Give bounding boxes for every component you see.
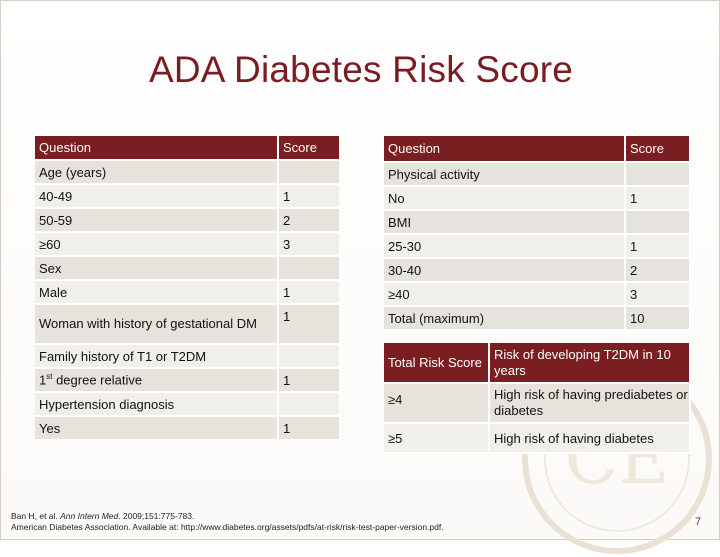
row-question: Hypertension diagnosis — [35, 392, 279, 417]
right-score-table: Question Score Physical activity No 1 BM… — [384, 136, 691, 331]
row-score: 2 — [625, 258, 691, 283]
row-score: 3 — [625, 282, 691, 307]
row-score — [278, 160, 341, 185]
row-score: 1 — [278, 304, 341, 345]
row-question: Physical activity — [384, 162, 626, 187]
row-question: No — [384, 186, 626, 211]
row-question: ≥60 — [35, 232, 279, 257]
risk-level-table: Total Risk Score Risk of developing T2DM… — [384, 343, 691, 454]
row-score: 1 — [278, 280, 341, 305]
left-score-table: Question Score Age (years) 40-49 1 50-59… — [35, 136, 341, 441]
row-score: 2 — [278, 208, 341, 233]
slide-title: ADA Diabetes Risk Score — [148, 49, 574, 90]
row-question: Male — [35, 280, 279, 305]
ordinal-suffix: st — [46, 372, 53, 382]
row-score: 1 — [278, 368, 341, 393]
row-question: BMI — [384, 210, 626, 235]
row-score — [278, 392, 341, 417]
row-question: Sex — [35, 256, 279, 281]
row-question: 50-59 — [35, 208, 279, 233]
journal-name: Ann Intern Med — [60, 511, 119, 521]
row-question: Total (maximum) — [384, 306, 626, 331]
row-score — [278, 256, 341, 281]
row-score: 1 — [625, 234, 691, 259]
row-score: 3 — [278, 232, 341, 257]
row-score: 1 — [625, 186, 691, 211]
row-question: Family history of T1 or T2DM — [35, 344, 279, 369]
row-question: 1st degree relative — [35, 368, 279, 393]
header-score: Score — [278, 136, 341, 161]
risk-description: High risk of having prediabetes or diabe… — [489, 383, 691, 424]
row-score: 1 — [278, 184, 341, 209]
reference-1: Ban H, et al. Ann Intern Med. 2009;151:7… — [11, 511, 195, 521]
row-question: 30-40 — [384, 258, 626, 283]
row-question: Yes — [35, 416, 279, 441]
row-question: Age (years) — [35, 160, 279, 185]
references: Ban H, et al. Ann Intern Med. 2009;151:7… — [11, 511, 444, 533]
row-score — [625, 210, 691, 235]
header-total-risk-score: Total Risk Score — [384, 343, 490, 384]
header-question: Question — [384, 136, 626, 163]
row-score — [278, 344, 341, 369]
header-question: Question — [35, 136, 279, 161]
row-question: 25-30 — [384, 234, 626, 259]
page-number: 7 — [695, 516, 702, 528]
reference-2: American Diabetes Association. Available… — [11, 522, 444, 532]
row-question: 40-49 — [35, 184, 279, 209]
risk-score: ≥4 — [384, 383, 490, 424]
row-score: 10 — [625, 306, 691, 331]
row-score — [625, 162, 691, 187]
risk-score: ≥5 — [384, 423, 490, 454]
row-question: Woman with history of gestational DM — [35, 304, 279, 345]
header-score: Score — [625, 136, 691, 163]
risk-description: High risk of having diabetes — [489, 423, 691, 454]
header-risk-developing: Risk of developing T2DM in 10 years — [489, 343, 691, 384]
ordinal-number: 1 — [39, 372, 47, 388]
row-score: 1 — [278, 416, 341, 441]
row-question-rest: degree relative — [52, 372, 143, 388]
row-question: ≥40 — [384, 282, 626, 307]
